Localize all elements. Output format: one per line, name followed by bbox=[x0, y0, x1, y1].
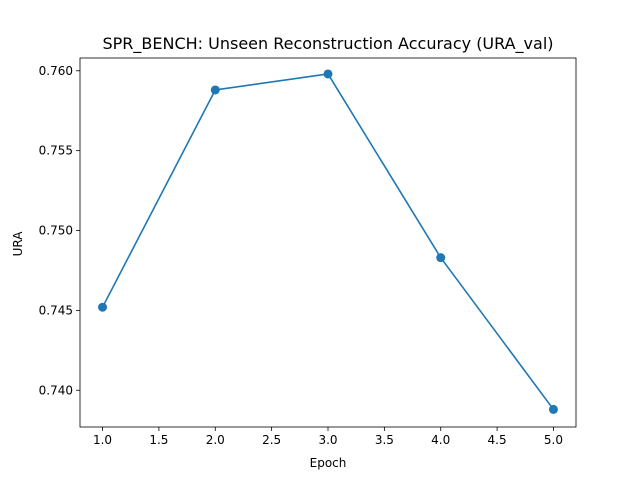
x-tick-label: 4.0 bbox=[431, 433, 450, 447]
data-point bbox=[210, 85, 220, 95]
x-tick-label: 5.0 bbox=[544, 433, 563, 447]
x-tick-label: 1.0 bbox=[93, 433, 112, 447]
data-point bbox=[436, 253, 446, 263]
plot-frame bbox=[79, 57, 577, 428]
y-tick-label: 0.745 bbox=[39, 303, 73, 317]
y-axis-label: URA bbox=[11, 231, 25, 257]
x-axis-label: Epoch bbox=[310, 456, 347, 470]
y-tick-label: 0.750 bbox=[39, 224, 73, 238]
plot-area: 1.0 1.5 2.0 2.5 3.0 3.5 4.0 4.5 5.0 0.740 0.745 0.7… bbox=[39, 57, 577, 447]
y-tick-label: 0.755 bbox=[39, 144, 73, 158]
x-tick-label: 3.0 bbox=[318, 433, 337, 447]
data-point bbox=[323, 69, 333, 79]
x-tick-label: 3.5 bbox=[375, 433, 394, 447]
data-point bbox=[98, 302, 108, 312]
x-tick-label: 1.5 bbox=[149, 433, 168, 447]
x-tick-label: 2.5 bbox=[262, 433, 281, 447]
data-point bbox=[548, 404, 558, 414]
x-tick-label: 4.5 bbox=[488, 433, 507, 447]
x-tick-label: 2.0 bbox=[206, 433, 225, 447]
chart-title: SPR_BENCH: Unseen Reconstruction Accurac… bbox=[102, 34, 553, 54]
y-tick-label: 0.740 bbox=[39, 383, 73, 397]
y-tick-label: 0.760 bbox=[39, 64, 73, 78]
